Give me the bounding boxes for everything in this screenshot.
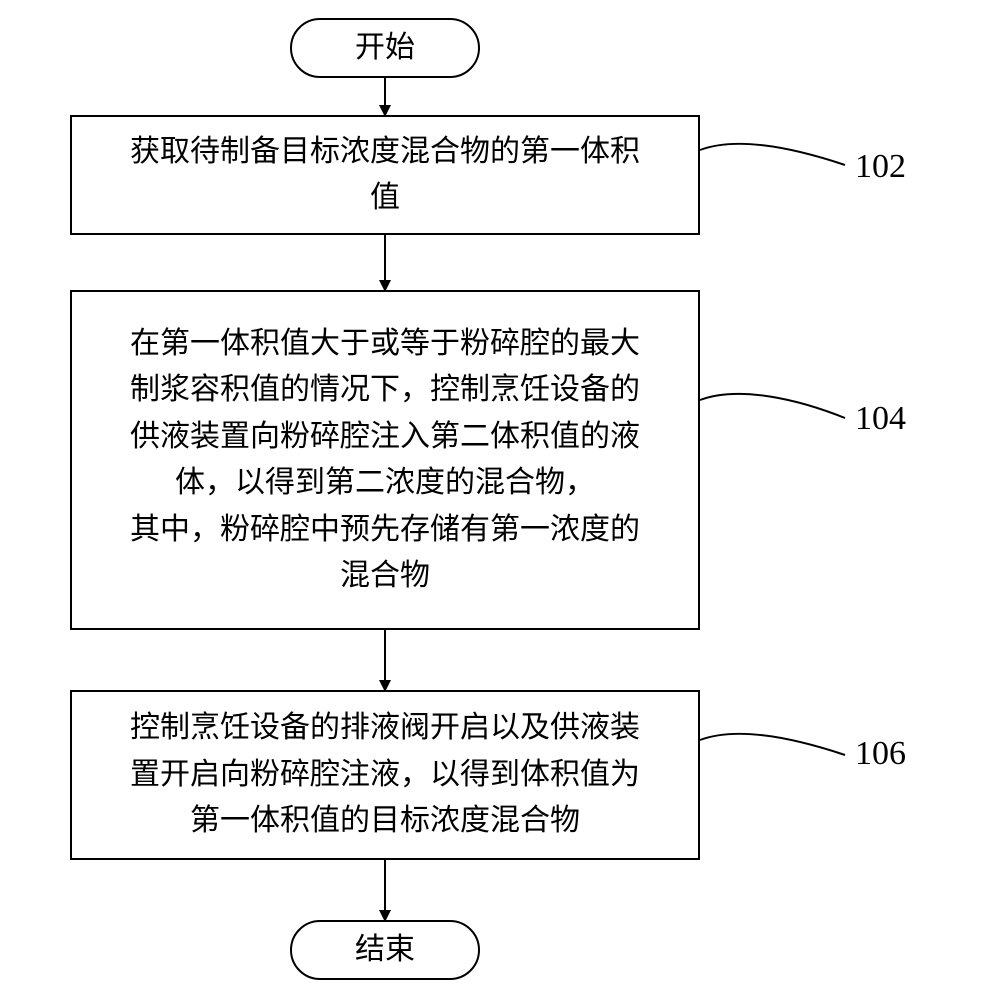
start-label: 开始	[355, 25, 415, 72]
step-102: 获取待制备目标浓度混合物的第一体积 值	[70, 115, 700, 235]
step-106-text: 控制烹饪设备的排液阀开启以及供液装 置开启向粉碎腔注液，以得到体积值为 第一体积…	[130, 705, 640, 845]
start-node: 开始	[290, 18, 480, 78]
flowchart-canvas: 开始 获取待制备目标浓度混合物的第一体积 值 在第一体积值大于或等于粉碎腔的最大…	[0, 0, 992, 1000]
step-102-text: 获取待制备目标浓度混合物的第一体积 值	[130, 129, 640, 222]
step-106: 控制烹饪设备的排液阀开启以及供液装 置开启向粉碎腔注液，以得到体积值为 第一体积…	[70, 690, 700, 860]
ref-label-102: 102	[855, 148, 906, 186]
end-node: 结束	[290, 920, 480, 980]
ref-label-106: 106	[855, 735, 906, 773]
step-104-text: 在第一体积值大于或等于粉碎腔的最大 制浆容积值的情况下，控制烹饪设备的 供液装置…	[130, 321, 640, 600]
ref-label-104: 104	[855, 400, 906, 438]
step-104: 在第一体积值大于或等于粉碎腔的最大 制浆容积值的情况下，控制烹饪设备的 供液装置…	[70, 290, 700, 630]
end-label: 结束	[355, 927, 415, 974]
